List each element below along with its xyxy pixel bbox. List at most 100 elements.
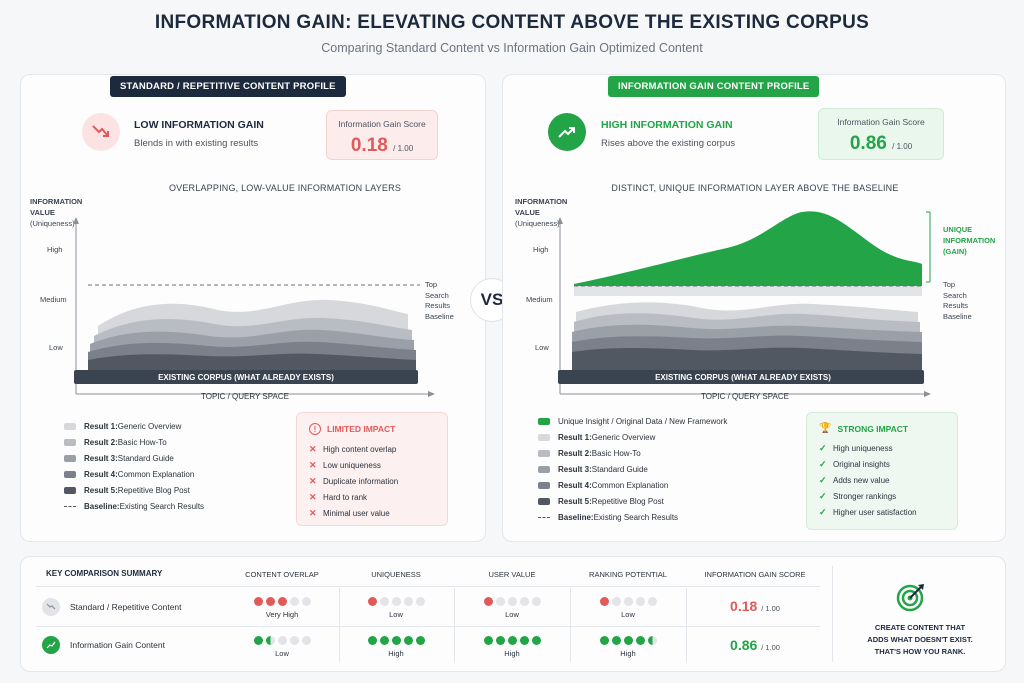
metric-overlap-standard: Very High xyxy=(226,597,338,619)
legend-result-1: Result 1: Generic Overview xyxy=(64,418,204,434)
left-baseline-note: Top Search Results Baseline xyxy=(425,280,454,321)
comparison-summary-panel xyxy=(20,556,1006,672)
standard-profile-pill: STANDARD / REPETITIVE CONTENT PROFILE xyxy=(110,76,346,97)
score-max: / 1.00 xyxy=(892,142,913,151)
score-value: 0.18 xyxy=(350,135,388,156)
summary-row-information-gain: Information Gain Content xyxy=(42,636,165,654)
score-value: 0.86 xyxy=(849,133,887,154)
page-subtitle: Comparing Standard Content vs Informatio… xyxy=(321,41,703,55)
tick-medium: Medium xyxy=(40,295,67,304)
legend-result-3: Result 3: Standard Guide xyxy=(538,461,727,477)
col-ranking-potential: RANKING POTENTIAL xyxy=(589,570,667,579)
impact-item: ✓ Original insights xyxy=(819,458,890,469)
legend-result-5: Result 5: Repetitive Blog Post xyxy=(64,482,204,498)
score-label: Information Gain Score xyxy=(837,117,925,127)
legend-result-5: Result 5: Repetitive Blog Post xyxy=(538,493,727,509)
left-x-axis-label: TOPIC / QUERY SPACE xyxy=(201,392,289,401)
tick-low: Low xyxy=(49,343,63,352)
col-uniqueness: UNIQUENESS xyxy=(371,570,421,579)
metric-uniqueness-standard: Low xyxy=(340,597,452,619)
metric-user-value-gain: High xyxy=(456,636,568,658)
legend-result-2: Result 2: Basic How-To xyxy=(64,434,204,450)
target-icon xyxy=(896,582,926,617)
metric-ranking-standard: Low xyxy=(572,597,684,619)
legend-result-1: Result 1: Generic Overview xyxy=(538,429,727,445)
impact-title: LIMITED IMPACT xyxy=(327,424,396,434)
trend-up-icon xyxy=(548,113,586,151)
information-gain-pill: INFORMATION GAIN CONTENT PROFILE xyxy=(608,76,820,97)
tick-high: High xyxy=(47,245,63,254)
tick-low: Low xyxy=(535,343,549,352)
strong-impact-box: 🏆 STRONG IMPACT ✓ High uniqueness ✓ Origina… xyxy=(806,412,958,530)
left-corpus-label: EXISTING CORPUS (WHAT ALREADY EXISTS) xyxy=(158,373,334,382)
impact-item: ✓ Stronger rankings xyxy=(819,490,897,501)
limited-impact-box: ! LIMITED IMPACT ✕ High content overlap ✕ L… xyxy=(296,412,448,526)
impact-item: ✕ Duplicate information xyxy=(309,475,399,486)
trend-up-icon xyxy=(42,636,60,654)
cta-message: CREATE CONTENT THAT ADDS WHAT DOESN'T EXI… xyxy=(867,623,973,656)
score-information-gain: 0.86 / 1.00 xyxy=(730,637,780,653)
col-content-overlap: CONTENT OVERLAP xyxy=(245,570,319,579)
check-icon: ✓ xyxy=(819,490,827,501)
page-title: INFORMATION GAIN: ELEVATING CONTENT ABOV… xyxy=(154,12,870,33)
trend-down-icon xyxy=(82,113,120,151)
x-icon: ✕ xyxy=(309,443,317,454)
trend-down-icon xyxy=(42,598,60,616)
impact-item: ✕ Hard to rank xyxy=(309,491,368,502)
unique-information-note: UNIQUE INFORMATION (GAIN) xyxy=(943,225,996,256)
legend-unique-insight: Unique Insight / Original Data / New Fra… xyxy=(538,413,727,429)
right-corpus-label: EXISTING CORPUS (WHAT ALREADY EXISTS) xyxy=(655,373,831,382)
x-icon: ✕ xyxy=(309,475,317,486)
impact-item: ✓ High uniqueness xyxy=(819,442,893,453)
score-label: Information Gain Score xyxy=(338,119,426,129)
summary-row-standard: Standard / Repetitive Content xyxy=(42,598,182,616)
legend-result-2: Result 2: Basic How-To xyxy=(538,445,727,461)
low-score-box: Information Gain Score 0.18 / 1.00 xyxy=(326,110,438,160)
legend-result-4: Result 4: Common Explanation xyxy=(64,466,204,482)
left-axis-title: INFORMATION VALUE (Uniqueness) xyxy=(30,197,83,228)
summary-title: KEY COMPARISON SUMMARY xyxy=(46,569,163,578)
col-user-value: USER VALUE xyxy=(488,570,536,579)
right-x-axis-label: TOPIC / QUERY SPACE xyxy=(701,392,789,401)
high-gain-title: HIGH INFORMATION GAIN xyxy=(601,119,733,131)
low-gain-subtitle: Blends in with existing results xyxy=(134,138,259,149)
tick-medium: Medium xyxy=(526,295,553,304)
impact-item: ✓ Higher user satisfaction xyxy=(819,506,917,517)
col-information-gain-score: INFORMATION GAIN SCORE xyxy=(704,570,806,579)
score-max: / 1.00 xyxy=(393,144,414,153)
right-baseline-note: Top Search Results Baseline xyxy=(943,280,972,321)
tick-high: High xyxy=(533,245,549,254)
alert-icon: ! xyxy=(309,423,321,435)
legend-result-4: Result 4: Common Explanation xyxy=(538,477,727,493)
right-layers-chart xyxy=(557,211,931,397)
impact-item: ✕ Minimal user value xyxy=(309,507,390,518)
metric-overlap-gain: Low xyxy=(226,636,338,658)
right-chart-heading: DISTINCT, UNIQUE INFORMATION LAYER ABOVE… xyxy=(611,183,899,193)
legend-result-3: Result 3: Standard Guide xyxy=(64,450,204,466)
score-standard: 0.18 / 1.00 xyxy=(730,598,780,614)
impact-title: STRONG IMPACT xyxy=(837,423,909,434)
x-icon: ✕ xyxy=(309,491,317,502)
x-icon: ✕ xyxy=(309,507,317,518)
metric-user-value-standard: Low xyxy=(456,597,568,619)
impact-item: ✓ Adds new value xyxy=(819,474,890,485)
metric-uniqueness-gain: High xyxy=(340,636,452,658)
check-icon: ✓ xyxy=(819,506,827,517)
check-icon: ✓ xyxy=(819,474,827,485)
legend-baseline: Baseline: Existing Search Results xyxy=(538,509,727,525)
right-legend: Unique Insight / Original Data / New Fra… xyxy=(538,413,727,525)
trophy-icon: 🏆 xyxy=(819,423,832,434)
x-icon: ✕ xyxy=(309,459,317,470)
left-legend: Result 1: Generic Overview Result 2: Bas… xyxy=(64,418,204,514)
low-gain-title: LOW INFORMATION GAIN xyxy=(134,119,264,131)
metric-ranking-gain: High xyxy=(572,636,684,658)
check-icon: ✓ xyxy=(819,458,827,469)
high-gain-subtitle: Rises above the existing corpus xyxy=(601,138,736,149)
right-axis-title: INFORMATION VALUE (Uniqueness) xyxy=(515,197,568,228)
left-layers-chart xyxy=(73,217,435,397)
high-score-box: Information Gain Score 0.86 / 1.00 xyxy=(818,108,944,160)
check-icon: ✓ xyxy=(819,442,827,453)
impact-item: ✕ Low uniqueness xyxy=(309,459,381,470)
impact-item: ✕ High content overlap xyxy=(309,443,397,454)
left-chart-heading: OVERLAPPING, LOW-VALUE INFORMATION LAYER… xyxy=(168,183,402,193)
